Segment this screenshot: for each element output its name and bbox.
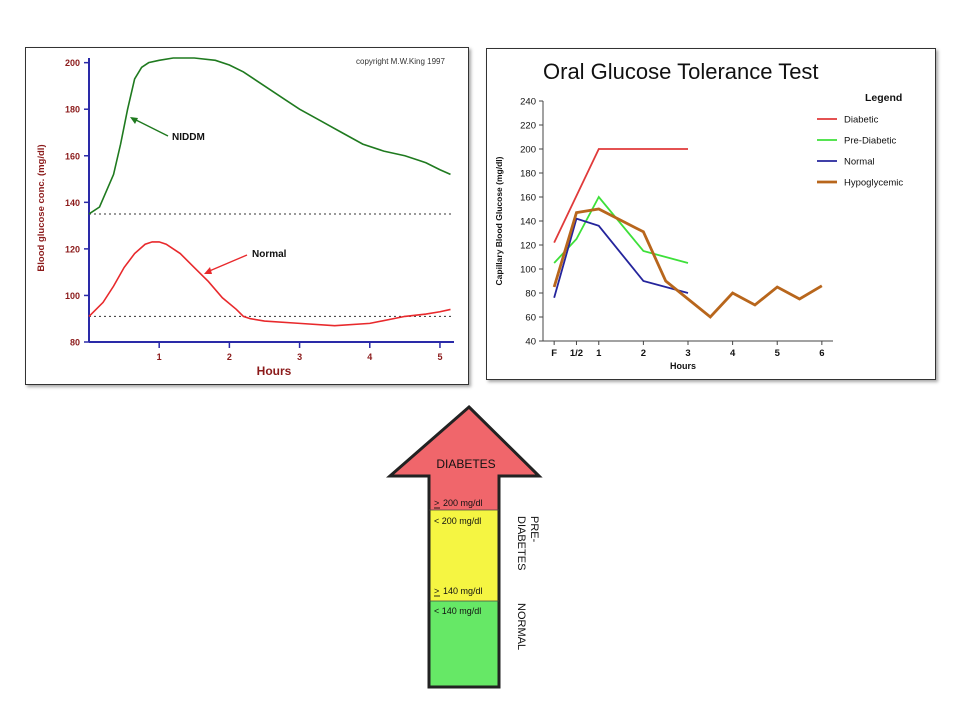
below-200-label: < 200 mg/dl <box>434 516 481 526</box>
x-tick-label-6: 6 <box>819 348 824 359</box>
series-line-hypoglycemic <box>552 207 823 319</box>
x-axis-label: Hours <box>670 361 696 371</box>
legend-label-normal: Normal <box>844 157 875 168</box>
normal-arrowhead <box>204 267 212 274</box>
below-140-label: < 140 mg/dl <box>434 606 481 616</box>
series-line-normal <box>88 241 451 327</box>
niddm-arrowhead <box>130 117 138 124</box>
y-tick-label-140: 140 <box>520 217 536 228</box>
y-tick-label-80: 80 <box>70 338 80 348</box>
y-tick-label-200: 200 <box>520 145 536 156</box>
series-line-diabetic <box>553 148 688 243</box>
normal-annotation: Normal <box>252 249 287 260</box>
legend-title: Legend <box>865 92 902 104</box>
normal-side-label: NORMAL <box>515 603 527 650</box>
y-axis-label: Blood glucose conc. (mg/dl) <box>36 144 47 271</box>
x-tick-label-3: 3 <box>685 348 690 359</box>
y-tick-label-120: 120 <box>65 244 80 254</box>
niddm-annotation: NIDDM <box>172 132 205 143</box>
legend-label-pre-diabetic: Pre-Diabetic <box>844 136 897 147</box>
x-tick-label-2: 2 <box>227 352 232 362</box>
y-tick-label-60: 60 <box>525 313 536 324</box>
x-tick-label-F: F <box>551 348 557 359</box>
y-axis-label: Capillary Blood Glucose (mg/dl) <box>494 156 504 285</box>
x-tick-label-4: 4 <box>730 348 736 359</box>
pre-diabetes-side-label-1: PRE- <box>528 516 540 543</box>
y-tick-label-180: 180 <box>520 169 536 180</box>
y-tick-label-100: 100 <box>65 291 80 301</box>
niddm-annotation-arrow <box>131 117 169 137</box>
y-tick-label-220: 220 <box>520 121 536 132</box>
ogtt-chart: Oral Glucose Tolerance Test 240220200180… <box>494 59 903 371</box>
y-tick-label-160: 160 <box>520 193 536 204</box>
x-tick-label-1: 1 <box>596 348 602 359</box>
arrow-outline <box>386 404 543 689</box>
x-tick-label-2: 2 <box>641 348 646 359</box>
x-tick-label-5: 5 <box>437 352 442 362</box>
glucose-threshold-arrow: DIABETES > 200 mg/dl < 200 mg/dl > 140 m… <box>385 404 555 690</box>
legend-label-diabetic: Diabetic <box>844 115 879 126</box>
normal-annotation-arrow <box>206 254 248 273</box>
niddm-chart-panel: 200 180 160 140 120 100 80 1 2 3 4 5 copyright M.W… <box>25 47 469 385</box>
y-tick-label-120: 120 <box>520 241 536 252</box>
x-tick-label-4: 4 <box>367 352 372 362</box>
x-tick-label-5: 5 <box>775 348 781 359</box>
pre-diabetes-side-label-2: DIABETES <box>515 516 527 570</box>
y-tick-label-200: 200 <box>65 58 80 68</box>
y-tick-label-40: 40 <box>525 337 536 348</box>
copyright-label: copyright M.W.King 1997 <box>356 57 445 66</box>
x-tick-label-3: 3 <box>297 352 302 362</box>
chart-title: Oral Glucose Tolerance Test <box>543 59 819 84</box>
x-axis-label: Hours <box>257 364 292 378</box>
y-tick-label-80: 80 <box>525 289 536 300</box>
series-line-normal <box>553 217 689 299</box>
threshold-140-label: 140 mg/dl <box>443 586 483 596</box>
ge-symbol-140: > <box>434 586 439 596</box>
y-tick-label-240: 240 <box>520 97 536 108</box>
ogtt-chart-panel: Oral Glucose Tolerance Test 240 220 200 180… <box>486 48 936 380</box>
diabetes-label: DIABETES <box>436 457 495 471</box>
niddm-chart: 200 180 160 140 120 100 80 1 2 3 4 5 copyright M.W… <box>36 57 454 378</box>
x-tick-label-1: 1 <box>157 352 162 362</box>
legend-label-hypoglycemic: Hypoglycemic <box>844 178 903 189</box>
threshold-200-label: 200 mg/dl <box>443 498 483 508</box>
ge-symbol-200: > <box>434 498 439 508</box>
x-tick-label-1/2: 1/2 <box>570 348 583 359</box>
y-tick-label-100: 100 <box>520 265 536 276</box>
y-tick-label-160: 160 <box>65 151 80 161</box>
y-tick-label-180: 180 <box>65 105 80 115</box>
legend: Diabetic Pre-Diabetic Normal Hypoglycemic <box>817 115 903 189</box>
series-line-niddm <box>88 57 451 215</box>
y-tick-label-140: 140 <box>65 198 80 208</box>
